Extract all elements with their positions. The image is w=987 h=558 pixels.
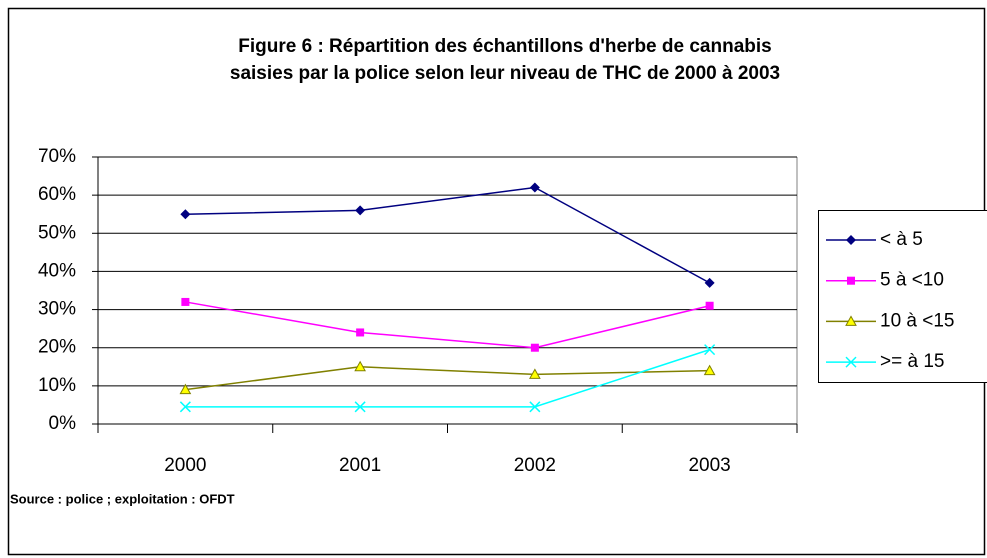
point: [846, 235, 856, 245]
y-tick-label: 60%: [38, 184, 76, 205]
point: [703, 364, 716, 376]
legend-label: 10 à <15: [880, 310, 955, 331]
legend-label: 5 à <10: [880, 270, 944, 291]
chart-title: saisies par la police selon leur niveau …: [230, 63, 780, 84]
y-tick-label: 50%: [38, 222, 76, 243]
x-tick-label: 2001: [339, 455, 381, 476]
point: [529, 182, 540, 193]
x-tick-label: 2003: [688, 455, 730, 476]
point: [704, 344, 716, 356]
series-line: [185, 186, 710, 284]
point: [705, 301, 714, 310]
point: [354, 401, 366, 413]
series-line: [185, 348, 710, 408]
point: [180, 209, 191, 220]
y-tick-label: 20%: [38, 337, 76, 358]
y-tick-label: 40%: [38, 260, 76, 281]
point: [847, 276, 855, 285]
x-tick-label: 2002: [514, 455, 556, 476]
point: [704, 277, 715, 288]
y-tick-label: 70%: [38, 146, 76, 167]
chart-title: Figure 6 : Répartition des échantillons …: [238, 36, 771, 57]
point: [529, 368, 541, 379]
legend-box: [818, 210, 987, 383]
point: [529, 401, 541, 413]
x-tick-label: 2000: [164, 455, 206, 476]
legend-label: < à 5: [880, 229, 923, 250]
source-note: Source : police ; exploitation : OFDT: [10, 491, 235, 506]
point: [179, 383, 192, 395]
y-tick-label: 10%: [38, 375, 76, 396]
point: [181, 297, 190, 306]
y-tick-label: 30%: [38, 299, 76, 320]
point: [530, 343, 539, 352]
point: [845, 356, 857, 368]
point: [179, 401, 191, 413]
point: [845, 315, 857, 326]
series-line: [185, 366, 710, 391]
y-tick-label: 0%: [49, 413, 77, 434]
legend-label: >= à 15: [880, 351, 944, 372]
point: [355, 205, 366, 216]
point: [354, 360, 366, 372]
point: [356, 328, 365, 337]
series-line: [185, 301, 710, 349]
